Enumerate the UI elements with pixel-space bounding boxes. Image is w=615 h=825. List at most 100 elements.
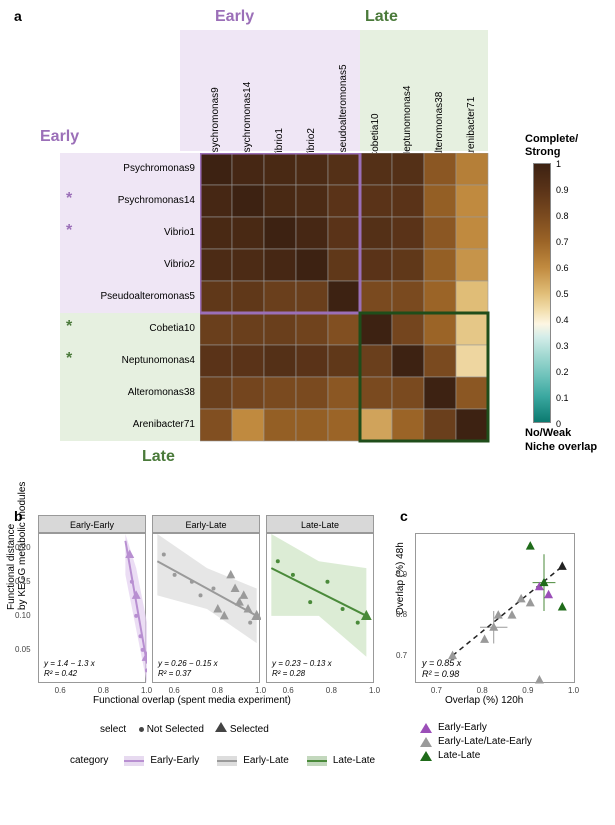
triangle-icon: [420, 723, 432, 733]
triangle-icon: [526, 541, 535, 550]
heatmap-cell: [296, 377, 328, 409]
colorbar-tick: 0.5: [556, 289, 569, 299]
data-point: [308, 600, 312, 604]
heatmap-cell: [200, 409, 232, 441]
row-label: Psychromonas14: [80, 195, 195, 206]
panel-c-ylabel: Overlap (%) 48h: [395, 542, 406, 615]
heatmap-cell: [424, 217, 456, 249]
heatmap-cell: [264, 409, 296, 441]
heatmap-cell: [328, 377, 360, 409]
star-icon: *: [66, 318, 72, 336]
colorbar-tick: 0.7: [556, 237, 569, 247]
heatmap-cell: [264, 313, 296, 345]
legend-select: select Not Selected Selected: [100, 722, 269, 735]
col-label: Pseudoalteromonas5: [338, 64, 349, 159]
heatmap-cell: [296, 153, 328, 185]
row-label: Cobetia10: [80, 323, 195, 334]
heatmap-cell: [456, 217, 488, 249]
heatmap-cell: [232, 345, 264, 377]
heatmap-cell: [296, 345, 328, 377]
heatmap-cell: [424, 377, 456, 409]
col-label: Psychromonas9: [210, 87, 221, 159]
col-label: Arenibacter71: [466, 97, 477, 159]
heatmap-cell: [328, 249, 360, 281]
heatmap-cell: [392, 313, 424, 345]
triangle-icon: [489, 622, 498, 631]
data-point: [130, 580, 134, 584]
row-group-early: Early: [40, 128, 79, 146]
panel-b: Functional distanceby KEGG metabolic mod…: [38, 515, 388, 715]
svg-text:y = 0.26 − 0.15 x: y = 0.26 − 0.15 x: [157, 659, 219, 668]
data-point: [139, 634, 143, 638]
heatmap-cell: [456, 377, 488, 409]
heatmap-cell: [232, 377, 264, 409]
heatmap-cell: [360, 185, 392, 217]
facet-plot-0: y = 1.4 − 1.3 xR² = 0.420.60.81.00.050.1…: [38, 533, 146, 683]
col-label: Alteromonas38: [434, 92, 445, 159]
triangle-icon: [420, 751, 432, 761]
heatmap-cell: [360, 345, 392, 377]
data-point: [141, 648, 145, 652]
triangle-icon: [226, 570, 235, 579]
data-point: [211, 587, 215, 591]
heatmap-cell: [456, 153, 488, 185]
facet-head-2: Late-Late: [266, 515, 374, 533]
legend-select-title: select: [100, 724, 126, 735]
heatmap-cell: [456, 313, 488, 345]
triangle-icon: [215, 722, 227, 732]
colorbar: Complete/Strong 10.90.80.70.60.50.40.30.…: [525, 133, 605, 454]
row-label: Pseudoalteromonas5: [80, 291, 195, 302]
colorbar-tick: 0.8: [556, 211, 569, 221]
heatmap-cell: [360, 377, 392, 409]
colorbar-tick: 0: [556, 419, 561, 429]
triangle-icon: [558, 602, 567, 611]
facet-head-1: Early-Late: [152, 515, 260, 533]
triangle-icon: [508, 610, 517, 619]
heatmap-cell: [296, 409, 328, 441]
triangle-icon: [420, 737, 432, 747]
heatmap-cell: [392, 345, 424, 377]
heatmap-cell: [200, 281, 232, 313]
svg-text:R² = 0.42: R² = 0.42: [44, 669, 78, 678]
heatmap-cell: [200, 217, 232, 249]
swatch-icon: [124, 756, 144, 766]
colorbar-tick: 0.1: [556, 393, 569, 403]
heatmap: [200, 153, 494, 447]
data-point: [173, 573, 177, 577]
heatmap-cell: [360, 313, 392, 345]
heatmap-cell: [200, 377, 232, 409]
heatmap-cell: [264, 281, 296, 313]
triangle-icon: [494, 610, 503, 619]
colorbar-bottom-label: No/WeakNiche overlap: [525, 427, 605, 453]
heatmap-cell: [232, 153, 264, 185]
data-point: [276, 559, 280, 563]
heatmap-cell: [392, 281, 424, 313]
data-point: [248, 621, 252, 625]
data-point: [356, 621, 360, 625]
heatmap-cell: [264, 249, 296, 281]
legend-category: categoryEarly-EarlyEarly-LateLate-Late: [70, 755, 387, 769]
triangle-icon: [526, 598, 535, 607]
row-label: Psychromonas9: [80, 163, 195, 174]
heatmap-cell: [392, 217, 424, 249]
heatmap-cell: [296, 281, 328, 313]
data-point: [325, 580, 329, 584]
triangle-icon: [535, 675, 544, 684]
legend-category-item: Early-Early: [150, 755, 199, 766]
data-point: [134, 614, 138, 618]
colorbar-tick: 0.3: [556, 341, 569, 351]
star-icon: *: [66, 350, 72, 368]
heatmap-cell: [264, 217, 296, 249]
heatmap-cell: [232, 217, 264, 249]
legend-c-item: Early-Early: [438, 722, 487, 733]
data-point: [190, 580, 194, 584]
panel-label-c: c: [400, 508, 408, 524]
facet-plot-1: y = 0.26 − 0.15 xR² = 0.370.60.81.0: [152, 533, 260, 683]
data-point: [199, 593, 203, 597]
heatmap-cell: [200, 185, 232, 217]
heatmap-cell: [264, 345, 296, 377]
data-point: [341, 607, 345, 611]
triangle-icon: [558, 561, 567, 570]
legend-c-item: Late-Late: [438, 750, 480, 761]
swatch-icon: [307, 756, 327, 766]
